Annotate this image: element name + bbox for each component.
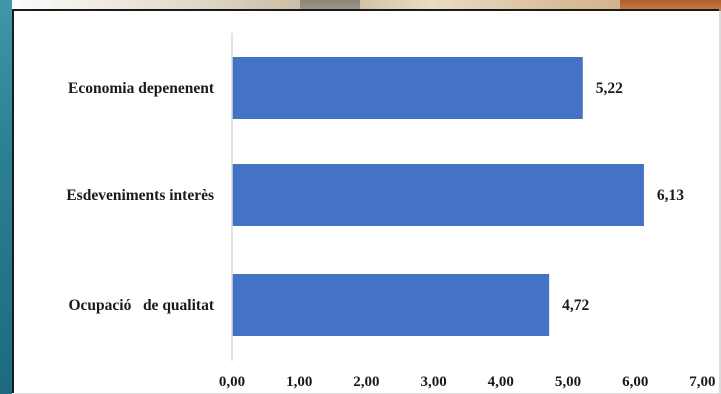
x-tick-label: 1,00 — [286, 374, 312, 390]
x-tick-label: 0,00 — [219, 374, 245, 390]
bars — [232, 57, 644, 336]
value-label: 6,13 — [657, 187, 684, 204]
value-labels: 5,22 6,13 4,72 — [562, 80, 684, 314]
bar — [232, 164, 644, 226]
value-label: 5,22 — [596, 80, 623, 97]
x-tick-label: 6,00 — [622, 374, 648, 390]
category-labels: Economia depenenent Esdeveniments interès… — [66, 80, 215, 314]
bar — [232, 274, 550, 336]
category-label: Ocupació de qualitat — [68, 297, 214, 314]
x-tick-label: 2,00 — [353, 374, 379, 390]
x-tick-labels: 0,00 1,00 2,00 3,00 4,00 5,00 6,00 7,00 — [219, 374, 716, 390]
category-label: Esdeveniments interès — [66, 187, 214, 204]
category-label: Economia depenenent — [68, 80, 215, 97]
background-side-strip — [0, 0, 12, 394]
x-tick-label: 7,00 — [689, 374, 715, 390]
bar-chart: Economia depenenent Esdeveniments interès… — [66, 33, 716, 390]
x-tick-label: 3,00 — [420, 374, 446, 390]
x-tick-label: 4,00 — [488, 374, 514, 390]
chart-frame: Economia depenenent Esdeveniments interès… — [12, 9, 719, 393]
value-label: 4,72 — [562, 297, 589, 314]
x-tick-label: 5,00 — [555, 374, 581, 390]
bar — [232, 57, 583, 119]
